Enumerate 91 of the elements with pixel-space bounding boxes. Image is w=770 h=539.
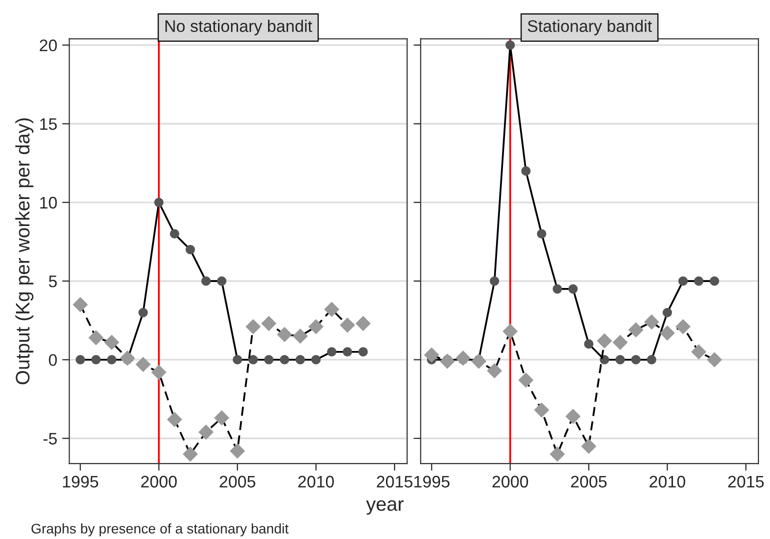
y-axis-title: Output (Kg per worker per day) bbox=[15, 118, 34, 384]
point bbox=[182, 446, 198, 462]
point bbox=[264, 355, 274, 364]
point bbox=[201, 276, 211, 286]
point bbox=[107, 355, 116, 364]
point bbox=[356, 316, 371, 331]
point bbox=[550, 446, 565, 462]
point bbox=[646, 355, 656, 364]
x-tick-label: 2010 bbox=[298, 476, 334, 488]
x-tick-label: 2000 bbox=[141, 476, 177, 488]
point bbox=[660, 326, 675, 340]
point bbox=[691, 344, 706, 360]
point bbox=[104, 335, 120, 350]
point bbox=[280, 355, 290, 364]
point bbox=[710, 276, 720, 286]
x-tick-label: 2000 bbox=[492, 476, 528, 488]
point bbox=[277, 327, 292, 342]
point bbox=[232, 355, 242, 364]
point bbox=[490, 276, 500, 286]
y-tick-label: 15 bbox=[40, 118, 57, 130]
point bbox=[198, 424, 214, 440]
point bbox=[707, 352, 722, 368]
point bbox=[342, 347, 352, 357]
chart-title: No stationary bandit bbox=[165, 20, 312, 36]
point bbox=[261, 316, 276, 331]
point bbox=[628, 322, 644, 338]
point bbox=[568, 284, 578, 294]
chart-title: Stationary bandit bbox=[528, 20, 652, 36]
point bbox=[440, 354, 455, 369]
point bbox=[340, 318, 355, 333]
point bbox=[521, 166, 531, 176]
point bbox=[644, 314, 659, 330]
point bbox=[358, 347, 368, 357]
x-tick-label: 2005 bbox=[571, 476, 607, 488]
y-tick-label: 10 bbox=[40, 196, 57, 209]
point bbox=[678, 276, 688, 286]
point bbox=[230, 444, 245, 458]
point bbox=[631, 355, 641, 364]
point bbox=[581, 438, 596, 454]
point bbox=[296, 355, 305, 364]
point bbox=[217, 276, 226, 286]
point bbox=[566, 408, 580, 424]
point bbox=[72, 297, 88, 312]
point bbox=[502, 324, 518, 339]
point bbox=[308, 319, 324, 334]
point bbox=[292, 328, 308, 344]
point bbox=[88, 330, 104, 346]
point bbox=[186, 244, 195, 254]
point bbox=[615, 355, 625, 364]
point bbox=[167, 412, 182, 427]
y-tick-label: 5 bbox=[48, 276, 57, 288]
y-tick-label: 0 bbox=[48, 354, 57, 366]
point bbox=[506, 40, 515, 50]
point bbox=[311, 355, 321, 364]
x-tick-label: 2010 bbox=[650, 476, 686, 488]
point bbox=[154, 198, 164, 208]
point bbox=[597, 333, 612, 348]
point bbox=[324, 302, 340, 317]
point bbox=[214, 410, 230, 426]
point bbox=[534, 402, 550, 418]
point bbox=[471, 354, 486, 369]
point bbox=[248, 355, 258, 364]
point bbox=[662, 308, 672, 318]
point bbox=[518, 372, 534, 388]
point bbox=[151, 364, 166, 380]
point bbox=[612, 335, 628, 350]
point bbox=[552, 284, 562, 294]
x-tick-label: 2015 bbox=[376, 476, 412, 488]
point bbox=[487, 363, 502, 378]
x-tick-label: 2015 bbox=[728, 476, 764, 488]
y-tick-label: -5 bbox=[43, 432, 57, 445]
point bbox=[76, 355, 85, 364]
x-tick-label: 1995 bbox=[63, 476, 98, 488]
point bbox=[246, 319, 261, 334]
point bbox=[91, 355, 101, 364]
point bbox=[694, 276, 704, 286]
point bbox=[170, 229, 180, 239]
text: Graphs by presence of a stationary bandit bbox=[32, 523, 289, 536]
y-tick-label: 20 bbox=[40, 40, 57, 52]
point bbox=[584, 339, 594, 349]
point bbox=[676, 319, 690, 334]
point bbox=[120, 350, 135, 366]
point bbox=[424, 348, 440, 362]
x-tick-label: 1995 bbox=[414, 476, 450, 488]
x-axis-title: year bbox=[366, 500, 404, 515]
point bbox=[136, 357, 151, 372]
point bbox=[327, 347, 336, 357]
point bbox=[138, 308, 148, 318]
x-tick-label: 2005 bbox=[220, 476, 256, 488]
point bbox=[456, 350, 470, 366]
point bbox=[536, 229, 546, 239]
